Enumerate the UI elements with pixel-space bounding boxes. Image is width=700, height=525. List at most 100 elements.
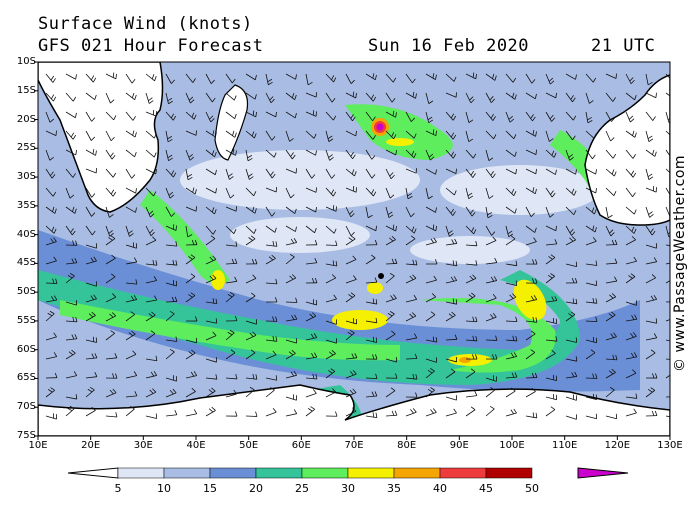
wind-barb (345, 206, 355, 218)
wind-barb (645, 387, 656, 398)
wind-band (345, 104, 453, 160)
wind-barb (345, 186, 357, 193)
wind-barb (145, 413, 158, 419)
wind-barb (565, 130, 576, 141)
wind-barb (225, 373, 238, 380)
wind-barb (105, 388, 117, 398)
lon-label: 80E (397, 440, 417, 451)
wind-barb (145, 388, 157, 398)
wind-barb (145, 276, 158, 284)
wind-barb (365, 391, 378, 398)
wind-barb (605, 239, 618, 246)
wind-barb (305, 389, 317, 398)
wind-barb (625, 73, 635, 85)
wind-barb (225, 225, 237, 234)
wind-barb (165, 73, 175, 84)
wind-barb (525, 349, 536, 360)
wind-barb (105, 373, 118, 379)
wind-barb (565, 225, 576, 236)
wind-barb (405, 235, 416, 246)
wind-barb (45, 372, 58, 379)
wind-barb (405, 294, 418, 303)
wind-barb (645, 333, 658, 341)
wind-barb (325, 411, 338, 417)
colorbar-segment (255, 467, 303, 479)
wind-barb (285, 92, 297, 101)
wind-barb (585, 237, 597, 246)
wind-barb (85, 406, 96, 417)
wind-barb (505, 235, 516, 246)
wind-barb (45, 168, 56, 179)
wind-barb (125, 168, 136, 179)
wind-barb (425, 275, 437, 284)
wind-barb (325, 187, 337, 197)
wind-barb (145, 295, 158, 303)
wind-band (38, 270, 580, 385)
wind-barb (105, 72, 117, 80)
wind-barb (465, 149, 477, 159)
wind-barb (585, 393, 598, 400)
wind-barb (465, 368, 476, 379)
wind-barb (405, 373, 418, 380)
wind-barb (605, 354, 618, 361)
wind-barb (625, 393, 638, 399)
wind-barb (645, 73, 653, 86)
wind-barb (365, 277, 378, 284)
wind-barb (525, 92, 537, 100)
wind-barb (245, 235, 256, 246)
wind-barb (245, 258, 258, 265)
wind-barb (305, 149, 317, 156)
wind-barb (605, 413, 618, 420)
wind-barb (365, 111, 376, 122)
wind-barb (585, 92, 594, 104)
wind-barb (345, 388, 357, 398)
wind-barb (65, 111, 77, 119)
wind-barb (245, 187, 257, 197)
wind-barb (125, 330, 136, 341)
wind-barb (425, 408, 437, 417)
wind-barb (165, 130, 173, 143)
lon-label: 120E (604, 440, 631, 451)
wind-barb (205, 357, 217, 363)
wind-barb (85, 386, 95, 398)
wind-barb (105, 235, 116, 246)
wind-barb (205, 374, 218, 380)
wind-barb (405, 206, 415, 218)
wind-barb (585, 297, 598, 304)
wind-barb (465, 316, 478, 323)
wind-barb (305, 258, 318, 265)
wind-barb (665, 339, 670, 342)
wind-barb (565, 298, 578, 305)
wind-barb (665, 92, 670, 97)
wind-barb (385, 311, 395, 322)
lon-label: 40E (186, 440, 206, 451)
wind-barb (605, 332, 617, 341)
wind-barb (645, 410, 658, 417)
wind-barb (425, 92, 434, 104)
wind-barb (325, 388, 337, 398)
lat-label: 15S (16, 84, 36, 96)
wind-barb (65, 405, 75, 417)
wind-barb (425, 293, 436, 303)
wind-barb (365, 336, 378, 343)
forecast-label: GFS 021 Hour Forecast (38, 36, 264, 56)
wind-barb (385, 387, 396, 398)
wind-barb (45, 352, 58, 360)
forecast-date: Sun 16 Feb 2020 (368, 36, 530, 56)
wind-barb (445, 130, 457, 140)
wind-barb (165, 241, 178, 247)
wind-barb (265, 187, 277, 193)
wind-barb (465, 292, 476, 303)
wind-barb (185, 92, 195, 104)
wind-barb (545, 295, 558, 303)
wind-barb (625, 273, 636, 284)
wind-barb (125, 225, 134, 237)
wind-barb (85, 256, 97, 265)
wind-barb (365, 130, 376, 140)
wind-barb (425, 259, 438, 265)
wind-barb (365, 239, 378, 246)
wind-barb (285, 274, 297, 284)
wind-barb (205, 225, 217, 235)
wind-barb (105, 353, 118, 360)
